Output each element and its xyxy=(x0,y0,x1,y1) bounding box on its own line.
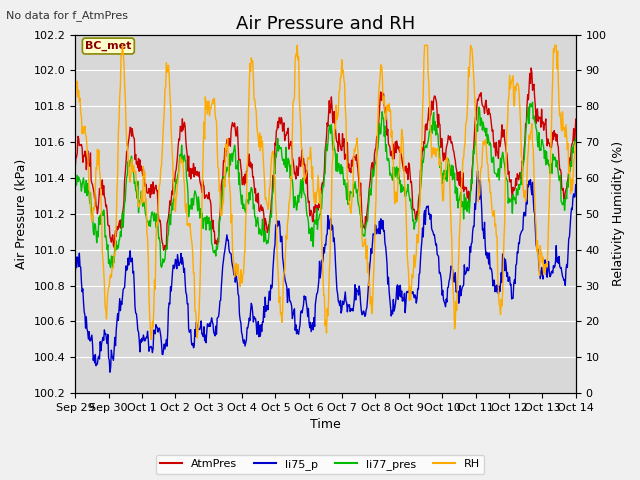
Y-axis label: Relativity Humidity (%): Relativity Humidity (%) xyxy=(612,141,625,287)
RH xyxy=(211,96,218,101)
AtmPres xyxy=(210,228,218,234)
RH xyxy=(132,182,140,188)
li75_p xyxy=(132,311,140,317)
Title: Air Pressure and RH: Air Pressure and RH xyxy=(236,15,415,33)
Line: AtmPres: AtmPres xyxy=(75,68,576,250)
Legend: AtmPres, li75_p, li77_pres, RH: AtmPres, li75_p, li77_pres, RH xyxy=(156,455,484,474)
li75_p xyxy=(387,304,394,310)
X-axis label: Time: Time xyxy=(310,419,341,432)
Line: RH: RH xyxy=(75,45,576,339)
li75_p xyxy=(572,182,580,188)
RH xyxy=(118,42,126,48)
AtmPres xyxy=(527,65,535,71)
AtmPres xyxy=(184,152,191,157)
AtmPres xyxy=(160,247,168,253)
RH xyxy=(572,140,580,146)
li77_pres xyxy=(572,135,580,141)
li75_p xyxy=(210,329,218,335)
Line: li77_pres: li77_pres xyxy=(75,102,576,268)
RH xyxy=(387,134,395,140)
li77_pres xyxy=(81,183,88,189)
li77_pres xyxy=(132,189,140,194)
li75_p xyxy=(401,310,409,315)
AtmPres xyxy=(71,167,79,173)
AtmPres xyxy=(387,153,394,158)
li75_p xyxy=(71,276,79,282)
Text: BC_met: BC_met xyxy=(85,41,132,51)
li75_p xyxy=(106,369,114,375)
AtmPres xyxy=(132,152,140,157)
li77_pres xyxy=(71,187,79,193)
li75_p xyxy=(184,301,191,307)
RH xyxy=(184,221,192,227)
Text: No data for f_AtmPres: No data for f_AtmPres xyxy=(6,10,129,21)
RH xyxy=(147,336,155,342)
AtmPres xyxy=(572,116,580,122)
li77_pres xyxy=(387,170,394,176)
li75_p xyxy=(474,168,481,174)
AtmPres xyxy=(401,168,409,174)
RH xyxy=(81,126,88,132)
AtmPres xyxy=(81,154,88,159)
li77_pres xyxy=(529,99,536,105)
Line: li75_p: li75_p xyxy=(75,171,576,372)
li77_pres xyxy=(210,250,218,255)
RH xyxy=(402,202,410,207)
RH xyxy=(71,101,79,107)
li75_p xyxy=(81,309,88,315)
li77_pres xyxy=(184,180,191,186)
li77_pres xyxy=(107,265,115,271)
li77_pres xyxy=(401,193,409,199)
Y-axis label: Air Pressure (kPa): Air Pressure (kPa) xyxy=(15,159,28,269)
